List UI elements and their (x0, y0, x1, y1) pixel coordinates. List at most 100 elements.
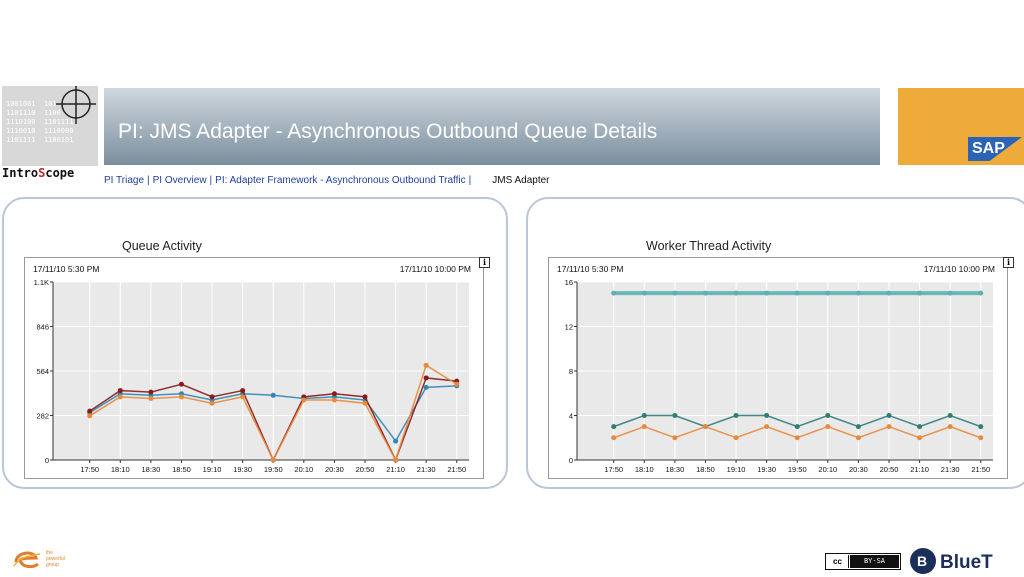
crosshair-icon (56, 86, 96, 124)
data-point (301, 397, 307, 403)
data-point (794, 290, 800, 296)
data-point (178, 381, 184, 387)
page-title: PI: JMS Adapter - Asynchronous Outbound … (118, 120, 658, 143)
data-point (917, 290, 923, 296)
data-point (87, 413, 93, 419)
series-group (611, 413, 984, 430)
x-tick-label: 19:30 (233, 465, 252, 474)
breadcrumb-link-adapter-framework[interactable]: PI: Adapter Framework - Asynchronous Out… (215, 175, 466, 186)
data-point (702, 290, 708, 296)
y-tick-label: 0 (45, 456, 49, 465)
powerful-group-text: the powerful group (46, 550, 65, 568)
x-tick-label: 19:10 (203, 465, 222, 474)
breadcrumb-link-pi-overview[interactable]: PI Overview (152, 175, 207, 186)
data-point (148, 395, 154, 401)
x-tick-label: 20:30 (325, 465, 344, 474)
data-point (270, 392, 276, 398)
data-point (764, 290, 770, 296)
x-tick-label: 18:50 (172, 465, 191, 474)
x-tick-label: 21:50 (971, 465, 990, 474)
data-point (611, 290, 617, 296)
x-tick-label: 18:30 (141, 465, 160, 474)
x-tick-label: 21:50 (447, 465, 466, 474)
data-point (641, 424, 647, 430)
data-point (825, 413, 831, 418)
data-point (209, 400, 215, 406)
data-point (825, 290, 831, 296)
data-point (917, 424, 923, 430)
data-point (423, 384, 429, 390)
sap-logo: SAP (968, 137, 1022, 161)
series-group (611, 424, 984, 441)
data-point (794, 435, 800, 441)
data-point (978, 290, 984, 296)
logo-binary-text: 1001001 101 1101110 1100 1110100 1101111… (6, 100, 74, 144)
x-tick-label: 18:50 (696, 465, 715, 474)
data-point (947, 424, 953, 430)
powerful-group-logo-icon (13, 551, 41, 569)
data-point (611, 435, 617, 441)
data-point (423, 362, 429, 368)
worker-thread-title: Worker Thread Activity (646, 239, 772, 253)
data-point (270, 457, 276, 463)
worker-thread-chart[interactable]: 17/11/10 5:30 PM 17/11/10 10:00 PM 0 4 8 12… (548, 257, 1008, 479)
data-point (978, 435, 984, 441)
data-point (209, 394, 215, 400)
data-point (240, 388, 246, 394)
bluet-logo-icon: B (910, 548, 936, 574)
data-point (362, 400, 368, 406)
x-tick-label: 20:50 (356, 465, 375, 474)
data-point (855, 435, 861, 441)
title-bar: PI: JMS Adapter - Asynchronous Outbound … (104, 88, 880, 165)
introscope-wordmark: IntroScope (2, 166, 75, 180)
data-point (825, 424, 831, 430)
x-tick-label: 18:10 (111, 465, 130, 474)
cc-by-sa-badge: cc BY-SA (825, 553, 901, 570)
worker-thread-plot: 0 4 8 12 16 17:50 18:10 18:30 18:50 19:10 19:30 19:… (565, 278, 993, 474)
y-tick-label: 1.1K (34, 278, 49, 287)
chart-start-time: 17/11/10 5:30 PM (33, 264, 100, 274)
data-point (178, 394, 184, 400)
x-tick-label: 19:10 (727, 465, 746, 474)
info-icon[interactable]: i (1003, 257, 1014, 268)
x-tick-label: 20:50 (880, 465, 899, 474)
data-point (117, 394, 123, 400)
y-tick-label: 8 (569, 367, 573, 376)
data-point (733, 290, 739, 296)
data-point (764, 413, 770, 418)
y-tick-label: 12 (565, 323, 573, 332)
bluet-wordmark: BlueT (940, 552, 993, 573)
data-point (641, 290, 647, 296)
data-point (978, 424, 984, 430)
data-point (886, 424, 892, 430)
breadcrumb: PI Triage | PI Overview | PI: Adapter Framew… (104, 175, 550, 186)
x-tick-label: 21:30 (417, 465, 436, 474)
introscope-logo: 1001001 101 1101110 1100 1110100 1101111… (2, 86, 98, 166)
data-point (672, 435, 678, 441)
info-icon[interactable]: i (479, 257, 490, 268)
data-point (423, 375, 429, 381)
data-point (764, 424, 770, 430)
x-tick-label: 17:50 (80, 465, 99, 474)
y-tick-label: 16 (565, 278, 573, 287)
breadcrumb-current: JMS Adapter (492, 175, 550, 186)
data-point (87, 408, 93, 414)
data-point (393, 457, 399, 463)
data-point (148, 389, 154, 395)
cc-license-label: BY-SA (850, 555, 899, 568)
queue-activity-chart[interactable]: 17/11/10 5:30 PM 17/11/10 10:00 PM 0 282 5… (24, 257, 484, 479)
x-tick-label: 21:30 (941, 465, 960, 474)
data-point (947, 413, 953, 418)
data-point (733, 413, 739, 418)
x-tick-label: 17:50 (604, 465, 623, 474)
worker-thread-panel: Worker Thread Activity 17/11/10 5:30 PM … (526, 197, 1024, 489)
data-point (454, 381, 460, 387)
series-group (611, 290, 984, 296)
data-point (702, 424, 708, 430)
data-point (886, 290, 892, 296)
data-point (672, 413, 678, 418)
breadcrumb-link-pi-triage[interactable]: PI Triage (104, 175, 145, 186)
cc-icon: cc (827, 555, 849, 568)
data-point (393, 438, 399, 444)
data-point (611, 424, 617, 430)
